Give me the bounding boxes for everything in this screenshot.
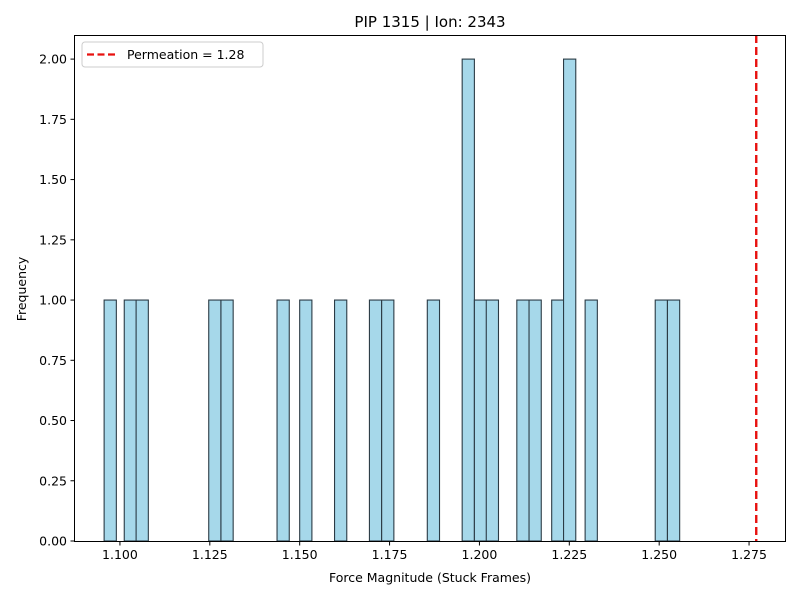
x-tick-label: 1.250 — [641, 547, 677, 562]
legend-frame — [81, 41, 264, 68]
histogram-bar-20 — [654, 299, 668, 542]
histogram-bar-11 — [426, 299, 441, 542]
histogram-bar-13 — [473, 299, 488, 542]
histogram-bar-5 — [220, 299, 234, 542]
x-axis-ticks: 1.100 1.125 1.150 1.175 1.200 1.225 1.250 1.275 — [102, 541, 767, 562]
histogram-bar-10 — [381, 299, 395, 542]
bars-layer — [103, 58, 681, 542]
y-tick-label: 0.50 — [39, 413, 67, 428]
y-axis-ticks: 0.00 0.25 0.50 0.75 1.00 1.25 1.50 1.75 2.00 — [39, 52, 75, 549]
x-axis-label: Force Magnitude (Stuck Frames) — [329, 570, 531, 585]
y-tick-label: 1.25 — [39, 232, 67, 247]
x-tick-label: 1.225 — [551, 547, 587, 562]
histogram-bar-15 — [516, 299, 530, 542]
plot-frame — [74, 35, 786, 542]
y-tick-label: 0.25 — [39, 473, 67, 488]
histogram-bar-19 — [584, 299, 598, 542]
histogram-bar-8 — [333, 299, 348, 542]
legend: Permeation = 1.28 — [81, 41, 264, 68]
histogram-bar-16 — [528, 299, 542, 542]
y-tick-label: 0.75 — [39, 353, 67, 368]
y-tick-label: 1.00 — [39, 293, 67, 308]
histogram-bar-17 — [551, 299, 565, 542]
y-tick-label: 1.75 — [39, 112, 67, 127]
y-tick-label: 2.00 — [39, 52, 67, 67]
histogram-bar-1 — [103, 299, 117, 542]
histogram-bar-2 — [123, 299, 138, 542]
histogram-bar-18 — [562, 58, 577, 542]
x-tick-label: 1.125 — [192, 547, 228, 562]
x-tick-label: 1.100 — [102, 547, 138, 562]
x-tick-label: 1.175 — [372, 547, 408, 562]
histogram-bar-6 — [276, 299, 290, 542]
y-tick-label: 0.00 — [39, 534, 67, 549]
legend-entry-permeation: Permeation = 1.28 — [127, 47, 244, 62]
histogram-bar-14 — [485, 299, 500, 542]
histogram-bar-7 — [299, 299, 313, 542]
y-tick-label: 1.50 — [39, 172, 67, 187]
x-tick-label: 1.150 — [282, 547, 318, 562]
chart-title: PIP 1315 | Ion: 2343 — [354, 13, 505, 31]
histogram-bar-3 — [135, 299, 149, 542]
histogram-bar-21 — [666, 299, 681, 542]
y-axis-label: Frequency — [14, 256, 29, 321]
x-tick-label: 1.200 — [462, 547, 498, 562]
histogram-bar-4 — [208, 299, 222, 542]
histogram-bar-9 — [368, 299, 383, 542]
histogram-bar-12 — [461, 58, 475, 542]
x-tick-label: 1.275 — [731, 547, 767, 562]
